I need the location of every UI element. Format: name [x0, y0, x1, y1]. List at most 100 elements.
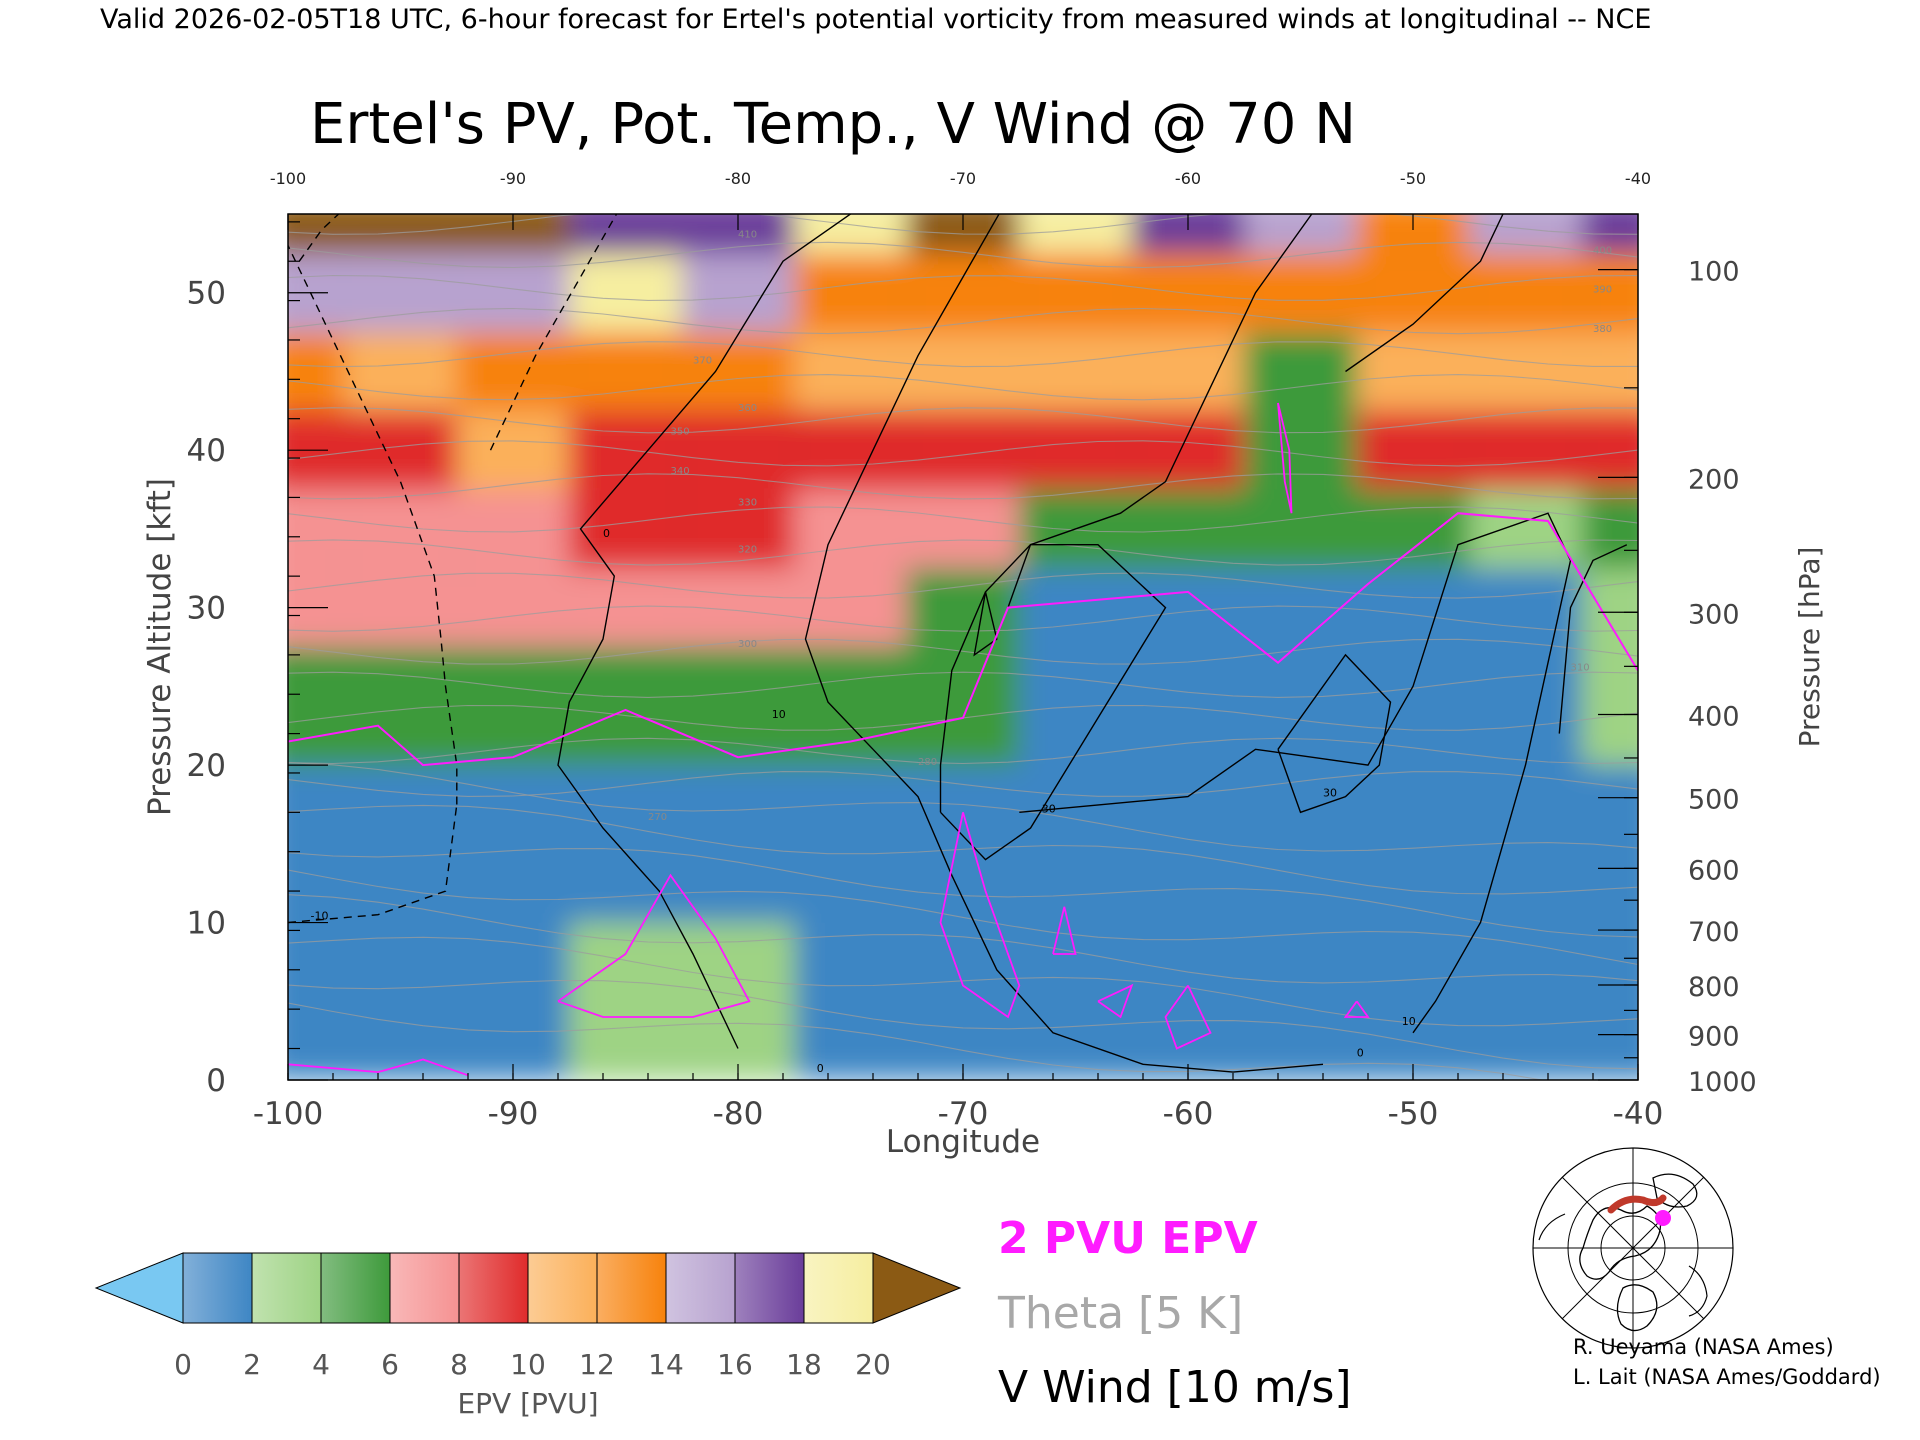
- colorbar-segment: [596, 1252, 667, 1324]
- heatmap-cell: [906, 568, 1020, 647]
- heatmap-cell: [1469, 568, 1582, 647]
- theta-label: 360: [738, 403, 757, 414]
- heatmap-cell: [681, 489, 795, 569]
- heatmap-cell: [1131, 332, 1245, 411]
- heatmap-cell: [794, 765, 907, 923]
- v-wind-line: [1345, 214, 1505, 373]
- heatmap-cell: [569, 647, 682, 766]
- x-tick-label-top: -90: [500, 169, 526, 188]
- theta-line: [288, 894, 1638, 984]
- heatmap-cell: [1019, 765, 1132, 923]
- heatmap-cell: [569, 214, 682, 254]
- theta-label: 350: [671, 426, 690, 437]
- chart-title: Ertel's PV, Pot. Temp., V Wind @ 70 N: [310, 92, 1356, 157]
- heatmap-cell: [344, 922, 457, 1080]
- theta-label: 390: [1593, 285, 1612, 296]
- v-wind-label: 0: [817, 1062, 824, 1075]
- theta-line: [288, 671, 1638, 698]
- y-tick-label: 20: [187, 748, 226, 784]
- theta-label: 380: [1593, 324, 1612, 335]
- heatmap-cell: [344, 214, 457, 254]
- colorbar-tick-label: 2: [243, 1348, 261, 1381]
- pv-2pvu-contour: [557, 873, 751, 1018]
- heatmap-cell: [1581, 253, 1638, 333]
- polar-map-icon: [1532, 1147, 1734, 1349]
- colorbar-tick-label: 14: [648, 1348, 684, 1381]
- heatmap-cell: [1469, 410, 1582, 490]
- heatmap-cell: [1581, 332, 1638, 411]
- theta-label: 410: [738, 230, 757, 241]
- pv-2pvu-contour: [1052, 906, 1077, 955]
- theta-label: 340: [671, 466, 690, 477]
- v-wind-label: 30: [1042, 802, 1056, 815]
- heatmap-cell: [1244, 332, 1357, 411]
- p-tick-label: 300: [1688, 599, 1740, 630]
- theta-line: [288, 605, 1638, 632]
- colorbar-tick-label: 4: [312, 1348, 330, 1381]
- pv-2pvu-contour: [939, 812, 1021, 1019]
- v-wind-line: [1007, 214, 1313, 608]
- theta-line: [288, 341, 1638, 368]
- theta-line: [288, 979, 1638, 1070]
- legend-theta: Theta [5 K]: [997, 1288, 1243, 1339]
- v-wind-label: 30: [1323, 787, 1337, 800]
- heatmap-cell: [288, 765, 345, 923]
- heatmap-cell: [1356, 410, 1470, 490]
- heatmap-cell: [344, 489, 457, 569]
- heatmap-cell: [1244, 214, 1357, 254]
- p-tick-label: 200: [1688, 464, 1740, 495]
- v-wind-line: [939, 544, 1167, 861]
- heatmap-cell: [1469, 489, 1582, 569]
- heatmap-cell: [288, 332, 345, 411]
- y-tick-label: 0: [206, 1063, 226, 1099]
- x-tick-label-top: -40: [1625, 169, 1651, 188]
- heatmap-cell: [569, 568, 682, 647]
- theta-label: 300: [738, 639, 757, 650]
- x-tick-label: -90: [488, 1096, 539, 1132]
- theta-label: 320: [738, 545, 757, 556]
- legend-vwind: V Wind [10 m/s]: [998, 1362, 1352, 1413]
- x-tick-label: -40: [1613, 1096, 1664, 1132]
- pv-2pvu-contour: [1277, 402, 1293, 514]
- theta-line: [288, 241, 1638, 269]
- x-tick-label: -100: [253, 1096, 323, 1132]
- x-tick-label: -70: [938, 1096, 989, 1132]
- heatmap-cell: [569, 253, 682, 333]
- heatmap-cell: [1019, 253, 1132, 333]
- v-wind-label: 10: [772, 708, 786, 721]
- heatmap-cell: [1469, 253, 1582, 333]
- p-tick-label: 500: [1688, 785, 1740, 816]
- heatmap-cell: [794, 568, 907, 647]
- colorbar-tick-label: 18: [786, 1348, 822, 1381]
- heatmap-cell: [1356, 568, 1470, 647]
- heatmap-cell: [1356, 253, 1470, 333]
- theta-line: [288, 737, 1638, 765]
- y-tick-label: 50: [187, 276, 226, 312]
- heatmap-cell: [1244, 922, 1357, 1080]
- v-wind-line: [973, 591, 998, 657]
- y-tick-label: 10: [187, 906, 226, 942]
- heatmap-cell: [456, 410, 570, 490]
- colorbar-segment: [458, 1252, 529, 1324]
- heatmap-cell: [1244, 647, 1357, 766]
- heatmap-cell: [794, 489, 907, 569]
- colorbar-segment: [665, 1252, 736, 1324]
- heatmap-cell: [344, 568, 457, 647]
- colorbar-tick-label: 8: [450, 1348, 468, 1381]
- colorbar-tick-label: 12: [579, 1348, 615, 1381]
- epv-colorbar: 0 2 4 6 8 10 12 14 16 18 20: [94, 1252, 962, 1381]
- heatmap-cell: [794, 647, 907, 766]
- x-tick-label: -50: [1388, 1096, 1439, 1132]
- heatmap-cell: [681, 410, 795, 490]
- pv-2pvu-contour: [288, 1058, 469, 1077]
- heatmap-cell: [681, 922, 795, 1080]
- theta-label: 400: [1593, 245, 1612, 256]
- theta-line: [288, 440, 1638, 467]
- heatmap-cell: [1469, 922, 1582, 1080]
- heatmap-cell: [456, 922, 570, 1080]
- heatmap-cell: [1356, 647, 1470, 766]
- heatmap-cell: [906, 332, 1020, 411]
- plot-area: 2702803003103203303403503603703803904004…: [187, 169, 1757, 1132]
- theta-line: [288, 638, 1638, 665]
- heatmap-cell: [906, 253, 1020, 333]
